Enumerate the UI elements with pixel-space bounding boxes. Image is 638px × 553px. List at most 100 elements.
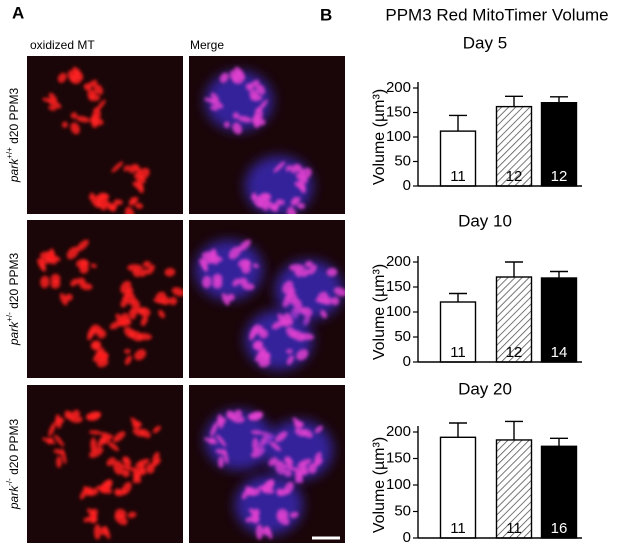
bar	[495, 276, 533, 363]
mito-blob	[289, 511, 299, 519]
mito-blob	[61, 121, 68, 128]
mito-blob	[41, 437, 56, 445]
mito-blob	[320, 309, 328, 319]
mito-blob	[54, 434, 65, 447]
mito-blob	[297, 458, 312, 468]
mito-blob	[258, 358, 271, 368]
mito-blob	[294, 181, 306, 190]
y-tick-label: 0	[403, 177, 411, 194]
mito-blob	[250, 94, 263, 102]
mito-blob	[221, 292, 230, 306]
mito-blob	[333, 287, 345, 297]
mito-blob	[278, 199, 285, 205]
mito-blob	[90, 117, 104, 126]
y-tick-label: 200	[386, 253, 411, 270]
micrographs	[27, 56, 345, 543]
y-tick-label: 50	[394, 502, 411, 519]
mito-blob	[93, 524, 101, 540]
mito-blob	[286, 355, 294, 365]
mitochondria	[79, 479, 137, 540]
mito-blob	[100, 203, 107, 211]
mito-blob	[134, 202, 144, 209]
mito-blob	[250, 430, 264, 435]
mito-blob	[83, 83, 92, 91]
mito-blob	[40, 275, 50, 289]
mito-blob	[245, 83, 254, 91]
row-label-rest: d20 PPM3	[7, 253, 21, 313]
nucleus	[275, 260, 343, 320]
image-background	[27, 56, 183, 214]
mito-blob	[237, 115, 252, 123]
mito-blob	[255, 524, 263, 540]
mito-blob	[102, 352, 109, 360]
mito-blob	[217, 414, 224, 429]
mito-blob	[132, 181, 144, 190]
mito-blob	[127, 511, 137, 519]
mito-blob	[96, 358, 109, 368]
mito-blob	[253, 341, 264, 351]
mito-blob	[314, 425, 323, 434]
mito-blob	[132, 420, 140, 429]
mito-blob	[50, 279, 61, 289]
mito-blob	[121, 313, 131, 324]
mito-blob	[274, 199, 280, 213]
mito-blob	[90, 195, 102, 208]
mito-blob	[57, 72, 67, 83]
mito-blob	[128, 164, 137, 174]
mito-blob	[87, 328, 98, 338]
panel-label: B	[320, 5, 332, 24]
gene-name: park	[7, 485, 21, 510]
genotype: +/+	[5, 147, 14, 159]
mito-blob	[219, 72, 229, 83]
mito-blob	[223, 121, 230, 128]
mito-blob	[304, 260, 313, 268]
mito-blob	[91, 341, 102, 351]
bar	[540, 101, 578, 187]
mito-blob	[264, 352, 271, 360]
mito-blob	[241, 264, 251, 274]
mito-blob	[75, 115, 90, 123]
mito-blob	[91, 508, 98, 517]
mito-blob	[286, 348, 293, 354]
row-label: park-/- d20 PPM3	[5, 419, 21, 511]
mito-blob	[39, 256, 51, 264]
mito-blob	[252, 263, 259, 269]
mito-blob	[134, 349, 147, 361]
image-background	[27, 385, 183, 543]
mito-blob	[171, 287, 183, 297]
mito-blob	[89, 447, 104, 458]
mitochondria	[203, 409, 276, 468]
bar-count: 14	[551, 344, 568, 361]
mito-blob	[124, 348, 131, 354]
mitochondria	[41, 409, 114, 468]
mito-blob	[283, 469, 292, 478]
mito-blob	[120, 280, 132, 294]
mito-blob	[88, 94, 101, 102]
mito-blob	[121, 464, 135, 471]
mito-blob	[69, 74, 82, 84]
chart-title: Day 10	[458, 211, 512, 230]
panel-title: PPM3 Red MitoTimer Volume	[385, 5, 608, 24]
bar-count: 11	[450, 344, 466, 361]
y-tick-label: 200	[386, 423, 411, 440]
mito-blob	[70, 278, 79, 287]
mito-blob	[90, 437, 97, 453]
mito-blob	[249, 328, 260, 338]
mito-blob	[263, 479, 275, 493]
mito-blob	[140, 315, 148, 327]
mito-blob	[168, 297, 178, 306]
mito-blob	[330, 297, 340, 306]
y-tick-label: 150	[386, 278, 411, 295]
y-tick-label: 0	[403, 529, 411, 546]
mito-blob	[268, 457, 278, 467]
mito-blob	[285, 164, 291, 172]
mito-blob	[286, 206, 297, 214]
bar-count: 11	[506, 520, 522, 537]
mito-blob	[232, 122, 243, 135]
mito-blob	[115, 508, 127, 519]
chart-title: Day 5	[463, 33, 507, 52]
mito-blob	[210, 422, 218, 437]
mito-blob	[128, 309, 137, 320]
mito-blob	[55, 414, 62, 429]
mito-blob	[70, 122, 81, 135]
